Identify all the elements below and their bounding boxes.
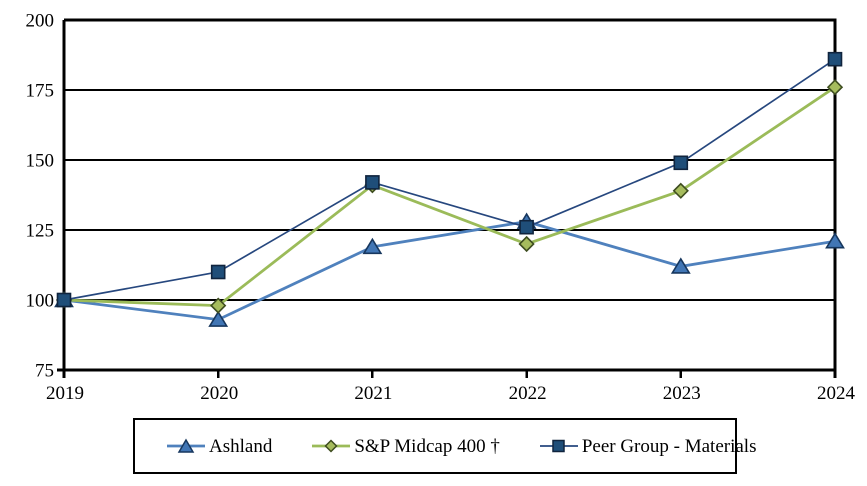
peer-group-materials-2022-point <box>519 219 534 235</box>
chart-legend: Ashland S&P Midcap 400 † Peer Group - Ma… <box>133 418 756 474</box>
y-axis-label-125: 125 <box>26 221 55 242</box>
peer-group-materials-2020-point <box>210 264 226 280</box>
square-legend-glyph <box>539 439 578 453</box>
x-axis-label-2019: 2019 <box>46 383 84 404</box>
ashland-2023-point <box>670 257 691 274</box>
x-axis-label-2020: 2020 <box>200 383 238 404</box>
s-p-midcap-400-2020-point <box>210 297 227 314</box>
x-axis-label-2021: 2021 <box>354 383 392 404</box>
y-axis-label-200: 200 <box>26 11 55 32</box>
series-line-ashland <box>63 220 836 322</box>
ashland-2021-point <box>362 237 383 255</box>
diamond-legend-glyph <box>312 439 351 453</box>
performance-line-plot: 75 100 125 150 175 200 2019 2020 2021 2022 2023 202… <box>26 11 856 405</box>
peer-group-materials-2021-point <box>365 175 380 190</box>
peer-group-materials-2019-point <box>56 292 72 308</box>
legend-label-sp-midcap-400: S&P Midcap 400 † <box>354 435 500 457</box>
y-axis-label-150: 150 <box>26 151 55 172</box>
ashland-2020-point <box>208 310 229 327</box>
s-p-midcap-400-2023-point <box>672 182 689 199</box>
triangle-marker-icon <box>167 438 205 454</box>
s-p-midcap-400-2024-point <box>826 79 844 96</box>
x-axis-label-2022: 2022 <box>509 383 547 404</box>
legend-item-sp-midcap-400: S&P Midcap 400 † <box>312 437 500 456</box>
series-line-s-p-midcap-400 <box>63 86 836 308</box>
square-marker-icon <box>539 438 578 454</box>
x-axis-label-2023: 2023 <box>663 383 701 404</box>
y-axis-label-75: 75 <box>35 361 54 382</box>
x-axis-label-2024: 2024 <box>817 383 856 404</box>
legend-item-peer-group-materials: Peer Group - Materials <box>539 435 757 457</box>
legend-item-ashland: Ashland <box>167 437 272 456</box>
legend-label-ashland: Ashland <box>209 435 273 457</box>
peer-group-materials-2024-point <box>827 51 843 67</box>
y-axis-label-100: 100 <box>26 291 55 312</box>
s-p-midcap-400-2022-point <box>518 235 535 253</box>
ashland-2024-point <box>825 232 845 249</box>
y-axis-label-175: 175 <box>26 81 55 102</box>
triangle-legend-glyph <box>167 438 205 453</box>
series-line-peer-group-materials <box>63 58 836 301</box>
diamond-marker-icon <box>312 438 351 454</box>
legend-label-peer-group-materials: Peer Group - Materials <box>581 435 757 457</box>
peer-group-materials-2023-point <box>673 155 689 171</box>
